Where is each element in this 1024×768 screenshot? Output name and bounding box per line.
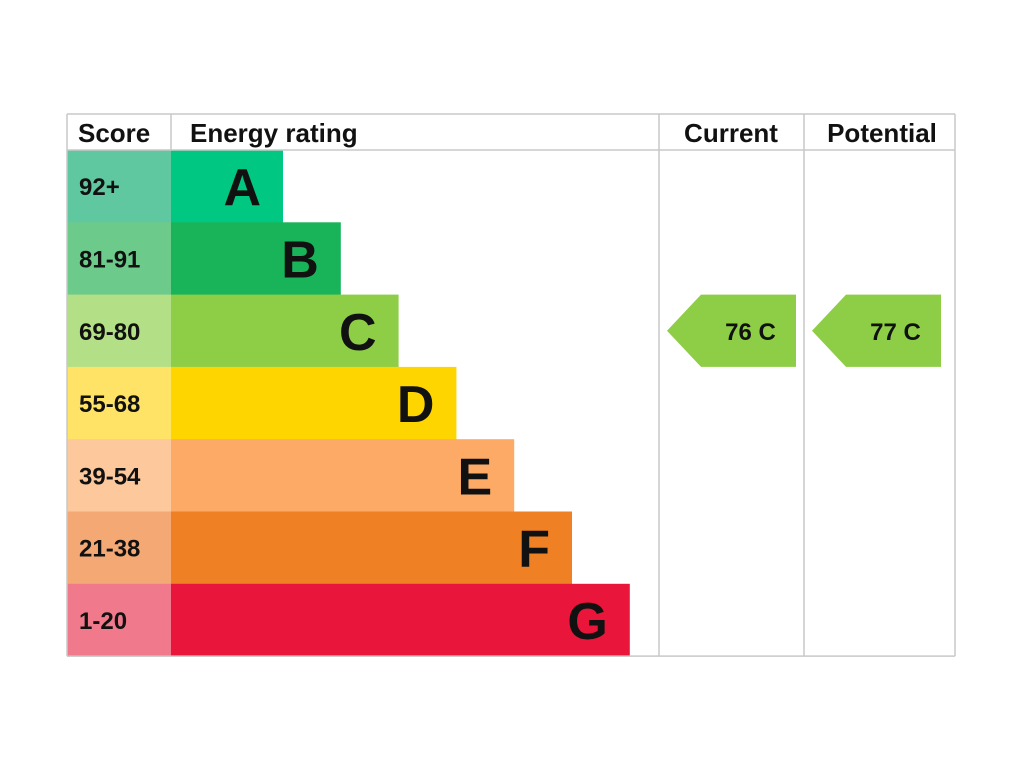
score-range-e: 39-54 — [79, 463, 141, 490]
band-letter-b: B — [281, 231, 319, 289]
rating-bands: 92+ A 81-91 B 69-80 C 55-68 D 39-54 E 21-38 F 1-20 G — [67, 150, 630, 657]
rating-bar-c — [171, 294, 399, 368]
energy-rating-header: Energy rating — [190, 118, 358, 148]
score-cell-g — [67, 583, 171, 657]
rating-bar-d — [171, 366, 457, 440]
potential-header: Potential — [827, 118, 937, 148]
rating-bar-e — [171, 439, 515, 512]
current-arrow — [667, 294, 796, 367]
score-range-c: 69-80 — [79, 319, 140, 346]
current-header: Current — [684, 118, 778, 148]
table-borders — [66, 113, 956, 657]
score-cell-e — [67, 439, 171, 512]
band-letter-c: C — [339, 304, 377, 362]
score-range-a: 92+ — [79, 174, 120, 201]
band-letter-a: A — [223, 159, 261, 217]
rating-bar-f — [171, 511, 572, 585]
potential-rating-label: 77 C — [870, 319, 921, 346]
score-range-f: 21-38 — [79, 536, 140, 563]
score-cell-d — [67, 366, 171, 440]
score-range-g: 1-20 — [79, 608, 127, 635]
current-rating-label: 76 C — [725, 319, 776, 346]
score-range-b: 81-91 — [79, 246, 140, 273]
score-cell-c — [67, 294, 171, 368]
score-header: Score — [78, 118, 150, 148]
band-letter-g: G — [567, 593, 607, 651]
potential-arrow — [812, 294, 941, 367]
score-cell-f — [67, 511, 171, 585]
score-range-d: 55-68 — [79, 391, 140, 418]
band-letter-e: E — [458, 448, 493, 506]
rating-indicators: 76 C 77 C — [667, 294, 941, 367]
band-letter-d: D — [397, 376, 435, 434]
rating-bar-a — [171, 150, 283, 223]
rating-bar-g — [171, 583, 630, 657]
score-cell-b — [67, 222, 171, 296]
rating-bar-b — [171, 222, 341, 296]
band-letter-f: F — [518, 521, 550, 579]
score-cell-a — [67, 150, 171, 223]
